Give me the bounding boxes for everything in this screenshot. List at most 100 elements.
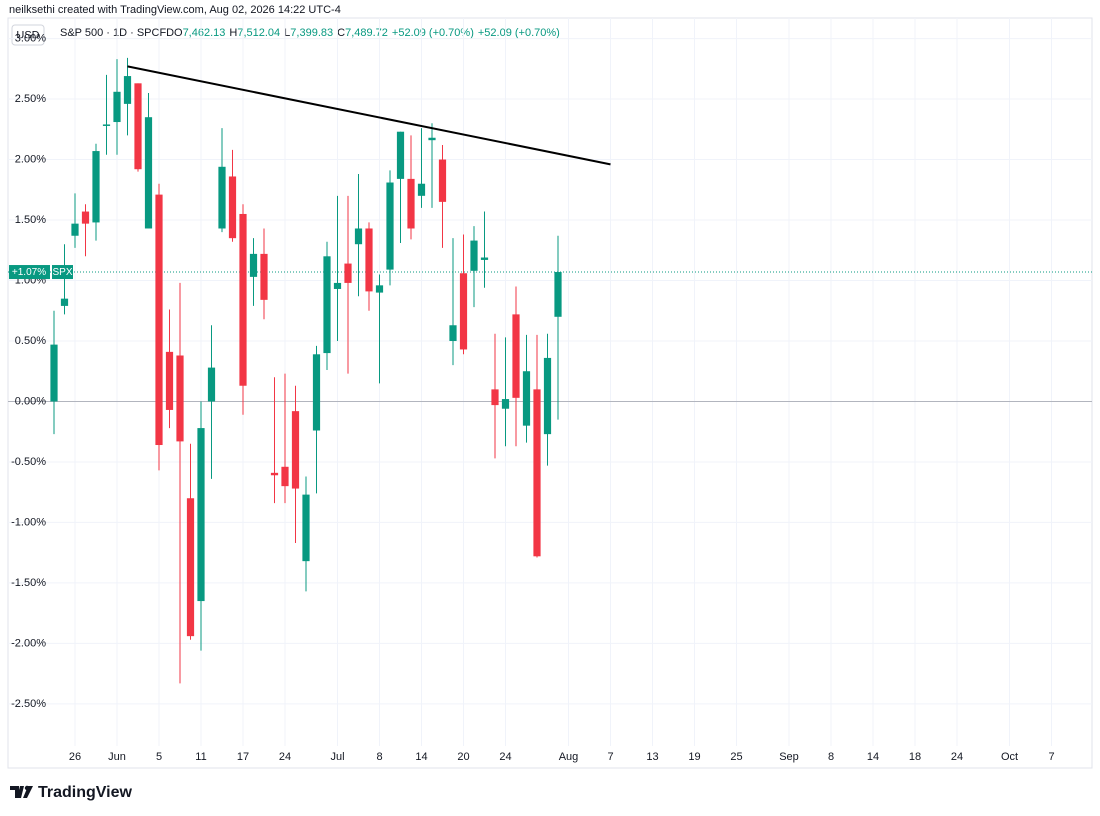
candle-body	[354, 228, 363, 245]
ticker-tag	[52, 265, 73, 280]
candle-body	[102, 124, 111, 126]
trendline	[127, 65, 611, 166]
x-tick-label: 20	[457, 751, 469, 763]
candle-body	[197, 428, 205, 602]
candle-body	[491, 389, 499, 406]
candle-body	[270, 472, 279, 476]
currency-box[interactable]	[11, 24, 45, 46]
candle-body	[155, 194, 163, 446]
price-tag	[9, 265, 50, 280]
x-tick-label: 8	[828, 751, 834, 763]
ohlc-key: H	[229, 27, 237, 39]
candle-body	[449, 325, 457, 341]
x-tick-label: 14	[867, 751, 879, 763]
x-tick-label: Jul	[330, 751, 344, 763]
candle-body	[407, 178, 415, 229]
y-tick-label: 2.00%	[15, 153, 46, 165]
candle-body	[428, 137, 436, 141]
x-tick-label: 24	[279, 751, 291, 763]
candle-body	[417, 183, 426, 196]
candle-body	[92, 151, 100, 223]
candle-body	[218, 166, 226, 229]
candle-body	[438, 159, 447, 202]
candle-body	[459, 273, 468, 350]
brand-name: TradingView	[38, 784, 133, 801]
candle-body	[165, 351, 174, 410]
candle-body	[291, 411, 300, 489]
candle-body	[543, 357, 552, 435]
x-tick-label: Aug	[559, 751, 579, 763]
x-tick-label: 8	[376, 751, 382, 763]
candle-body	[60, 298, 69, 306]
candle-body	[554, 272, 562, 317]
y-tick-label: -0.50%	[11, 456, 46, 468]
ohlc-value: 7,399.83	[290, 27, 333, 39]
x-tick-label: 24	[951, 751, 963, 763]
x-tick-label: 7	[1048, 751, 1054, 763]
x-tick-label: 19	[688, 751, 700, 763]
y-tick-label: -1.00%	[11, 516, 46, 528]
x-tick-label: 24	[499, 751, 511, 763]
y-tick-label: 1.50%	[15, 214, 46, 226]
ohlc-value: 7,489.72	[345, 27, 388, 39]
brand-logo	[23, 786, 33, 798]
x-tick-label: 14	[415, 751, 427, 763]
y-tick-label: 2.50%	[15, 93, 46, 105]
x-tick-label: Oct	[1001, 751, 1018, 763]
ticker-tag-label: SPX	[52, 267, 72, 278]
candle-body	[365, 228, 373, 292]
candle-body	[396, 131, 405, 179]
ohlc-key: O	[174, 27, 183, 39]
x-tick-label: 5	[156, 751, 162, 763]
candle-body	[470, 240, 478, 271]
candle-body	[50, 344, 58, 402]
candle-body	[186, 498, 195, 637]
candle-body	[176, 355, 184, 442]
candle-body	[344, 263, 352, 283]
ohlc-value: 7,462.13	[183, 27, 226, 39]
chart-frame	[7, 17, 1093, 769]
attribution: neilksethi created with TradingView.com,…	[9, 4, 341, 16]
ohlc-values: O7,462.13 H7,512.04 L7,399.83 C7,489.72 +52.…	[174, 27, 560, 39]
y-tick-label: -1.50%	[11, 577, 46, 589]
candle-body	[260, 253, 268, 300]
x-tick-label: 7	[607, 751, 613, 763]
candle-body	[281, 466, 289, 487]
x-tick-label: 26	[69, 751, 81, 763]
candle-body	[533, 389, 541, 557]
candle-body	[333, 282, 342, 289]
plot: 26 Jun 5 11 17 24 Jul 8 14 20 24 Aug 7 13 19 25 Sep 8 14 18…	[8, 18, 1092, 763]
price-tag-label: +1.07%	[12, 267, 46, 278]
ohlc-key: C	[337, 27, 345, 39]
x-tick-label: 11	[195, 751, 206, 763]
ohlc-legend: O7,462.13 H7,512.04 L7,399.83 C7,489.72 +52.…	[174, 27, 560, 39]
candle-body	[228, 176, 237, 239]
brand-logo	[10, 786, 24, 798]
brand: TradingView	[10, 784, 133, 801]
candle-body	[249, 253, 258, 277]
candle-body	[512, 314, 520, 398]
candle-body	[81, 211, 90, 224]
candle-body	[501, 399, 510, 409]
candle-body	[71, 223, 79, 236]
change: +52.09 (+0.70%)	[392, 27, 474, 39]
x-tick-label: 17	[237, 751, 249, 763]
x-tick-label: 18	[909, 751, 921, 763]
candle-body	[113, 91, 121, 123]
y-tick-label: 3.00%	[15, 32, 46, 44]
candle-body	[386, 182, 394, 270]
ohlc-value: 7,512.04	[237, 27, 280, 39]
candle-body	[323, 256, 331, 354]
candle-body	[375, 285, 384, 293]
y-tick-label: -2.00%	[11, 637, 46, 649]
x-tick-label: 13	[646, 751, 658, 763]
change: +52.09 (+0.70%)	[478, 27, 560, 39]
y-tick-label: -2.50%	[11, 698, 46, 710]
x-tick-label: Sep	[779, 751, 799, 763]
candle-body	[207, 367, 216, 402]
x-tick-label: Jun	[108, 751, 126, 763]
candle-body	[312, 354, 321, 431]
x-tick-label: 25	[730, 751, 742, 763]
